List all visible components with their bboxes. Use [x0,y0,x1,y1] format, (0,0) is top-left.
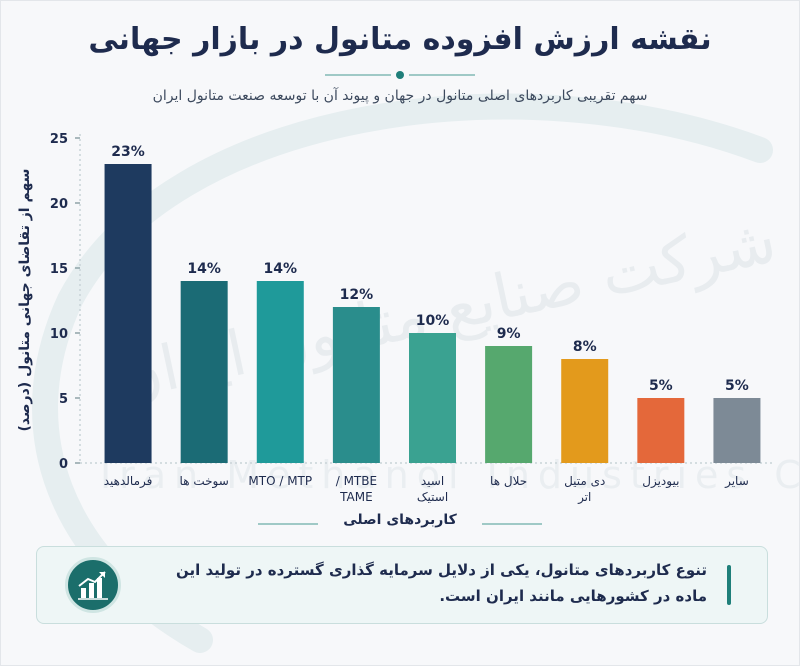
y-tick-label: 25 [50,132,68,147]
bar [713,398,761,463]
bar-value-label: 5% [649,378,673,394]
bar-value-label: 5% [725,378,749,394]
y-tick-label: 15 [50,262,68,277]
title-divider [325,71,475,79]
x-tick-label: MTO / MTP [248,474,312,488]
x-tick-label: فرمالدهید [104,474,153,489]
x-axis-label: کاربردهای اصلی [343,512,457,528]
x-tick-label: اتر [577,490,591,505]
y-tick-label: 20 [50,197,68,212]
x-axis-label-decoration [258,523,542,525]
bar-value-label: 14% [187,261,221,277]
bar [332,307,380,463]
x-tick-label: بیودیزل [642,474,679,489]
x-tick-label: MTBE / [336,474,377,488]
note-text: تنوع کاربردهای متانول، یکی از دلایل سرما… [176,561,707,605]
x-tick-label: استیک [417,490,448,504]
y-tick-label: 10 [50,327,68,342]
bar-value-label: 8% [573,339,597,355]
bar [561,359,609,463]
bar [180,281,228,463]
x-tick-label: اسید [421,474,444,488]
y-tick-label: 5 [59,392,68,407]
growth-chart-icon [65,557,121,613]
note-accent-bar [727,565,731,605]
x-tick-label: حلال ها [490,474,527,488]
bar-value-label: 9% [497,326,521,342]
bar [104,164,152,463]
chart-title: نقشه ارزش افزوده متانول در بازار جهانی [88,22,712,57]
y-tick-label: 0 [59,457,68,472]
watermark-swoosh [32,93,773,653]
bar-value-label: 12% [340,287,374,303]
bar-value-label: 10% [416,313,450,329]
x-tick-label: دی متیل [564,474,605,488]
bar-value-label: 23% [111,144,145,160]
x-tick-label: TAME [339,490,373,504]
chart-subtitle: سهم تقریبی کاربردهای اصلی متانول در جهان… [152,88,648,104]
bar [637,398,685,463]
x-tick-label: سایر [724,474,749,489]
bar [409,333,456,463]
bar-value-label: 14% [264,261,298,277]
bar [256,281,304,463]
x-tick-label: سوخت ها [180,474,229,489]
bar [485,346,533,463]
note-box: تنوع کاربردهای متانول، یکی از دلایل سرما… [36,546,768,624]
x-axis-label-wrap: کاربردهای اصلی [0,512,800,536]
